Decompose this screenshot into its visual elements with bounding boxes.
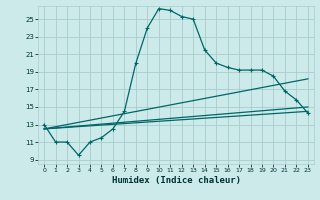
X-axis label: Humidex (Indice chaleur): Humidex (Indice chaleur) [111, 176, 241, 185]
